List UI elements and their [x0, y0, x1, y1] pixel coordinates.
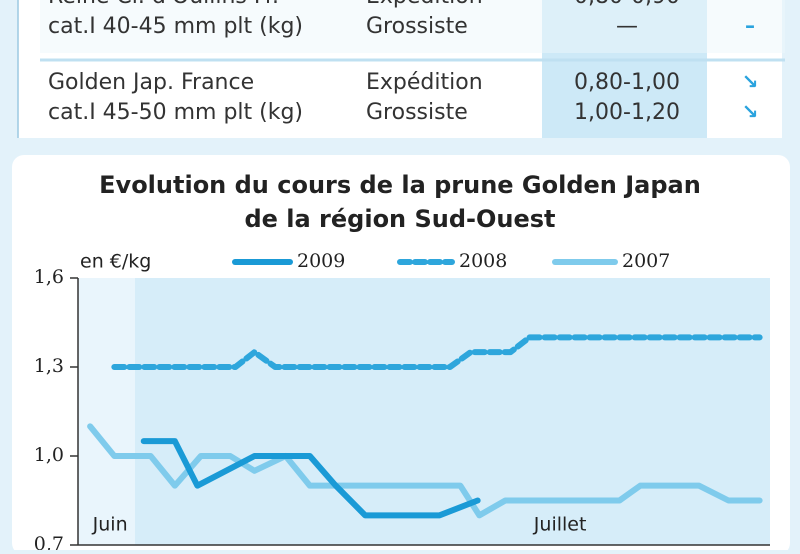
product: cat.I 45-50 mm plt (kg) [48, 100, 303, 125]
product: Golden Jap. France [48, 70, 254, 95]
legend-label: 2008 [459, 250, 507, 272]
month-label: Juillet [533, 514, 587, 536]
trend: – [745, 14, 755, 38]
y-axis-label: en €/kg [80, 251, 151, 273]
stage: Expédition [366, 70, 483, 95]
chart-title: de la région Sud-Ouest [244, 205, 555, 233]
trend: ↘ [742, 100, 759, 124]
row-bg [40, 0, 785, 53]
price: 0,80-1,00 [574, 70, 680, 95]
trend: – [745, 0, 755, 8]
stage: Grossiste [366, 14, 468, 39]
price: 0,80-0,90 [574, 0, 680, 9]
series-line [140, 438, 481, 519]
chart-title: Evolution du cours de la prune Golden Ja… [99, 171, 701, 199]
stage: Expédition [366, 0, 483, 9]
series-line [87, 423, 763, 519]
product: Reine Cl. d'Oullins Fr. [48, 0, 279, 9]
legend-label: 2009 [297, 250, 345, 272]
chart: Evolution du cours de la prune Golden Ja… [34, 171, 770, 554]
month-label: Juin [92, 514, 128, 536]
y-tick-label: 1,0 [34, 444, 64, 466]
price: — [616, 14, 638, 39]
plot-bg [78, 278, 770, 545]
plot-bg-june [78, 278, 135, 545]
y-tick-label: 1,6 [34, 266, 64, 288]
trend: ↘ [742, 70, 759, 94]
series-line [111, 334, 763, 370]
y-tick-label: 1,3 [34, 355, 64, 377]
y-tick-label: 0,7 [34, 533, 64, 550]
product: cat.I 40-45 mm plt (kg) [48, 14, 303, 39]
legend-label: 2007 [622, 250, 670, 272]
table: Reine Cl. d'Oullins Fr. Expédition 0,80-0,… [48, 0, 758, 125]
price: 1,00-1,20 [574, 100, 680, 125]
stage: Grossiste [366, 100, 468, 125]
